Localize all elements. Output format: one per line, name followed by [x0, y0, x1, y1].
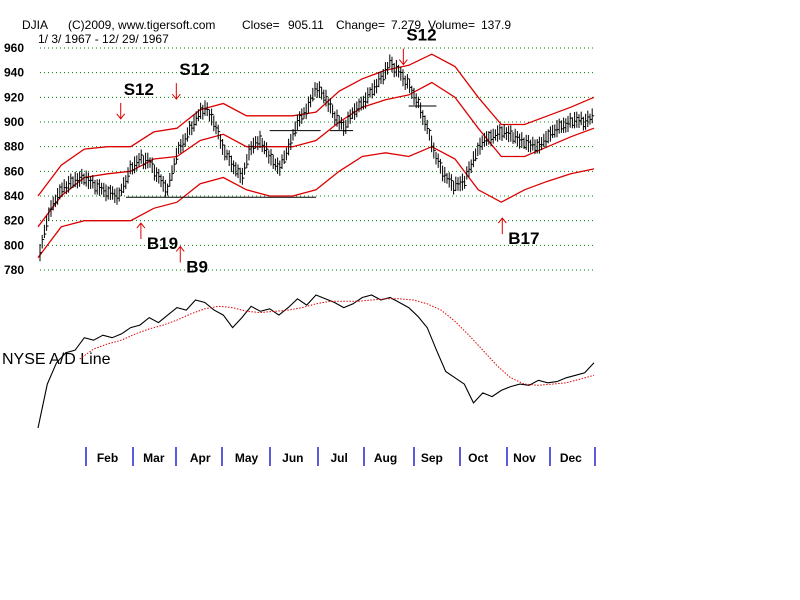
- sell-signal-label: S12: [179, 60, 209, 79]
- month-label: Jul: [330, 451, 347, 465]
- header-change-label: Change=: [336, 18, 385, 32]
- indicator-label: NYSE A/D Line: [2, 351, 111, 368]
- month-label: Dec: [560, 451, 582, 465]
- ad-line-panel: [37, 294, 595, 429]
- header-change-value: 7.279: [391, 18, 421, 32]
- y-tick-label: 820: [4, 214, 24, 228]
- band-lower-line: [37, 145, 595, 259]
- header-close-label: Close=: [242, 18, 280, 32]
- header-volume-label: Volume=: [428, 18, 475, 32]
- y-tick-label: 840: [4, 189, 24, 203]
- buy-signal-label: B19: [147, 234, 178, 253]
- sell-signal-label: S12: [406, 26, 436, 45]
- month-label: Oct: [468, 451, 488, 465]
- header-symbol: DJIA: [22, 18, 48, 32]
- month-label: Sep: [421, 451, 443, 465]
- header-date-range: 1/ 3/ 1967 - 12/ 29/ 1967: [38, 32, 169, 46]
- y-tick-label: 800: [4, 238, 24, 252]
- buy-signal-label: B9: [186, 257, 208, 276]
- header-copyright: (C)2009, www.tigersoft.com: [68, 18, 215, 32]
- buy-arrow: [136, 222, 146, 240]
- month-label: Mar: [143, 451, 165, 465]
- y-tick-label: 960: [4, 41, 24, 55]
- y-tick-label: 860: [4, 164, 24, 178]
- y-tick-label: 900: [4, 115, 24, 129]
- buy-arrow: [497, 217, 507, 235]
- signal-markers: S12 S12 S12 B19 B9 B17: [116, 26, 539, 276]
- y-tick-label: 880: [4, 140, 24, 154]
- header-volume-value: 137.9: [481, 18, 511, 32]
- ad-moving-average-line: [79, 298, 595, 386]
- month-label: Apr: [190, 451, 211, 465]
- month-label: May: [235, 451, 259, 465]
- sell-signal-label: S12: [124, 80, 154, 99]
- month-label: Aug: [374, 451, 397, 465]
- y-tick-label: 780: [4, 263, 24, 277]
- sell-arrow: [398, 48, 408, 66]
- header-close-value: 905.11: [288, 18, 324, 32]
- buy-signal-label: B17: [508, 229, 539, 248]
- sell-arrow: [116, 102, 126, 120]
- month-axis: Feb Mar Apr May Jun Jul Aug Sep Oct Nov Dec: [85, 447, 596, 466]
- month-label: Feb: [97, 451, 118, 465]
- buy-arrow: [175, 245, 185, 263]
- price-bars: [39, 54, 595, 262]
- y-tick-label: 940: [4, 66, 24, 80]
- y-tick-label: 920: [4, 90, 24, 104]
- sell-arrow: [171, 83, 181, 100]
- support-lines: [126, 105, 437, 198]
- month-label: Nov: [513, 451, 536, 465]
- band-middle-line: [37, 81, 595, 228]
- ad-line: [37, 294, 595, 429]
- band-upper-line: [37, 53, 595, 197]
- price-y-axis: 960 940 920 900 880 860 840 820 800 780: [4, 41, 24, 277]
- price-bands: [37, 53, 595, 259]
- month-label: Jun: [282, 451, 303, 465]
